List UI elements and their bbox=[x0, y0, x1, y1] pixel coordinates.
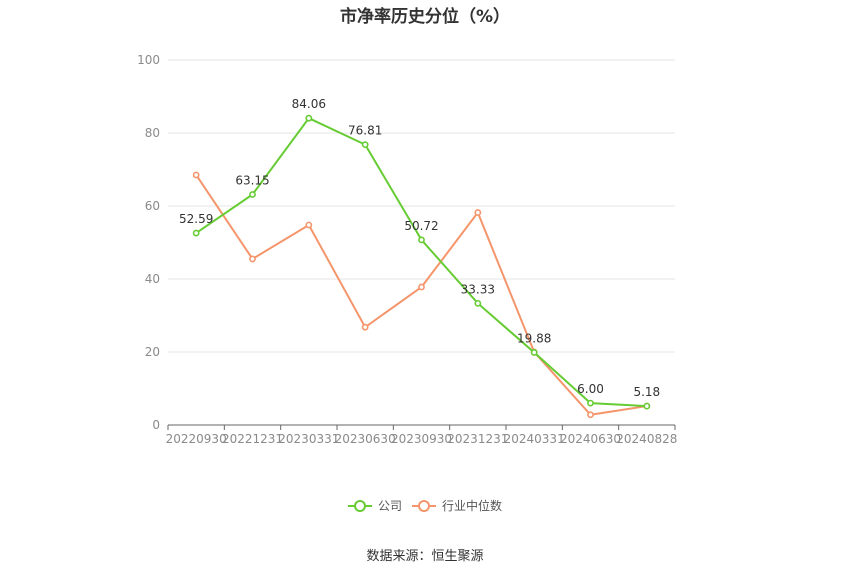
data-point bbox=[587, 399, 594, 407]
chart-title: 市净率历史分位（%） bbox=[339, 7, 511, 27]
data-label: 5.18 bbox=[633, 385, 660, 399]
y-tick-label: 80 bbox=[145, 126, 160, 140]
data-point bbox=[361, 141, 369, 149]
data-point bbox=[474, 209, 482, 216]
y-tick-label: 40 bbox=[145, 272, 160, 286]
legend-label: 行业中位数 bbox=[442, 498, 502, 513]
y-tick-label: 60 bbox=[145, 199, 160, 213]
data-point bbox=[643, 402, 651, 410]
data-label: 50.72 bbox=[404, 219, 438, 233]
y-tick-label: 0 bbox=[152, 418, 160, 432]
x-tick-label: 20240828 bbox=[616, 432, 677, 446]
data-label: 84.06 bbox=[292, 97, 326, 111]
data-source: 数据来源：恒生聚源 bbox=[366, 549, 484, 564]
x-tick-label: 20230331 bbox=[278, 432, 339, 446]
series-line-industry bbox=[195, 174, 647, 416]
data-point bbox=[587, 411, 594, 419]
data-point bbox=[418, 236, 425, 244]
series-line-company bbox=[195, 116, 647, 408]
data-point bbox=[305, 221, 313, 229]
x-tick-label: 20240630 bbox=[560, 432, 621, 446]
data-point bbox=[249, 255, 256, 263]
data-label: 63.15 bbox=[235, 174, 269, 188]
x-tick-label: 20231231 bbox=[447, 432, 508, 446]
data-point bbox=[192, 171, 200, 179]
data-point bbox=[249, 191, 256, 198]
data-label: 33.33 bbox=[461, 282, 495, 296]
data-point bbox=[474, 299, 482, 307]
x-tick-label: 20230930 bbox=[391, 432, 452, 446]
y-tick-label: 100 bbox=[137, 53, 160, 67]
data-point bbox=[361, 323, 369, 331]
data-point bbox=[192, 229, 200, 237]
data-point bbox=[530, 349, 538, 356]
x-tick-label: 20220930 bbox=[166, 432, 227, 446]
data-label: 6.00 bbox=[577, 382, 604, 396]
data-point bbox=[418, 283, 425, 291]
x-tick-label: 20240331 bbox=[504, 432, 565, 446]
legend-marker bbox=[354, 500, 366, 512]
legend-marker bbox=[418, 500, 430, 512]
legend-label: 公司 bbox=[378, 499, 402, 513]
data-point bbox=[305, 114, 313, 122]
x-tick-label: 20230630 bbox=[335, 432, 396, 446]
data-label: 19.88 bbox=[517, 331, 551, 345]
data-label: 52.59 bbox=[179, 212, 213, 226]
x-tick-label: 20221231 bbox=[222, 432, 283, 446]
data-label: 76.81 bbox=[348, 124, 382, 138]
y-tick-label: 20 bbox=[145, 345, 160, 359]
